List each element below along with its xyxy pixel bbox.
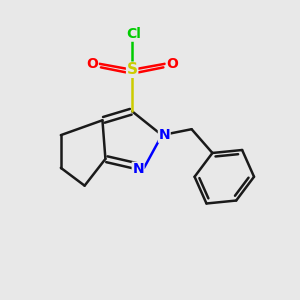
Text: Cl: Cl <box>126 27 141 41</box>
Text: S: S <box>127 62 138 77</box>
Text: N: N <box>132 162 144 176</box>
Text: O: O <box>86 57 98 71</box>
Text: N: N <box>158 128 170 142</box>
Text: O: O <box>167 57 178 71</box>
